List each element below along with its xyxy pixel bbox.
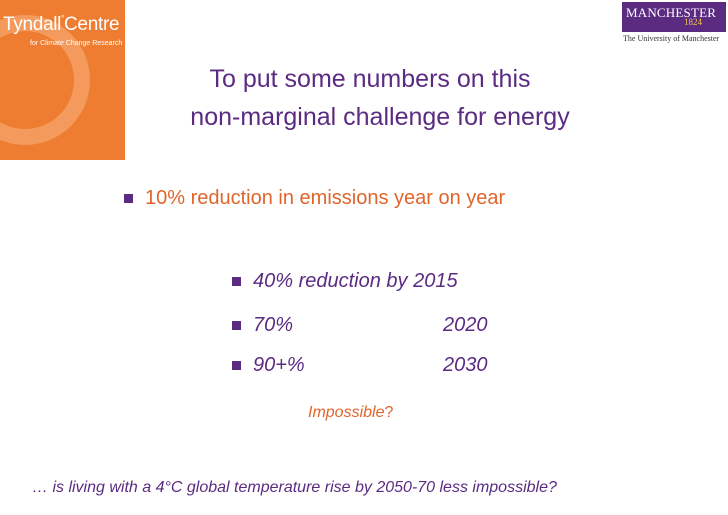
target-reduction: 90+% [253, 354, 305, 376]
bullet-square-icon [232, 277, 241, 286]
target-reduction: 70% [253, 314, 294, 336]
manchester-logo-year: 1824 [684, 17, 702, 27]
manchester-logo-name: MANCHESTER [626, 5, 717, 20]
target-bullet-2030: 90+% 2030 [232, 354, 488, 377]
tyndall-centre-logo: Tyndall°Centre for Climate Change Resear… [0, 0, 125, 160]
bullet-square-icon [124, 194, 133, 203]
impossible-question-mark: ? [384, 404, 394, 421]
tyndall-logo-subtitle: for Climate Change Research [30, 40, 123, 47]
manchester-logo-block [622, 2, 726, 32]
university-of-manchester-logo: MANCHESTER 1824 The University of Manche… [620, 0, 726, 46]
closing-question: … is living with a 4°C global temperatur… [32, 479, 557, 496]
target-bullet-2015: 40% reduction by 2015 [232, 270, 458, 293]
tyndall-logo-name: Tyndall°Centre [3, 14, 120, 35]
impossible-word: Impossible [308, 404, 385, 421]
slide-title-line-1: To put some numbers on this [209, 65, 531, 93]
target-bullet-2020: 70% 2020 [232, 314, 488, 337]
target-reduction: 40% reduction by 2015 [253, 270, 458, 292]
main-bullet-text: 10% reduction in emissions year on year [145, 187, 506, 209]
slide-title: To put some numbers on this non-marginal… [130, 60, 630, 136]
target-year: 2020 [443, 314, 488, 336]
manchester-logo-university: The University of Manchester [623, 34, 720, 43]
bullet-square-icon [232, 321, 241, 330]
main-bullet: 10% reduction in emissions year on year [124, 187, 505, 210]
impossible-label: Impossible? [308, 404, 393, 422]
target-year: 2030 [443, 354, 488, 376]
bullet-square-icon [232, 361, 241, 370]
slide-title-line-2: non-marginal challenge for energy [190, 103, 570, 131]
